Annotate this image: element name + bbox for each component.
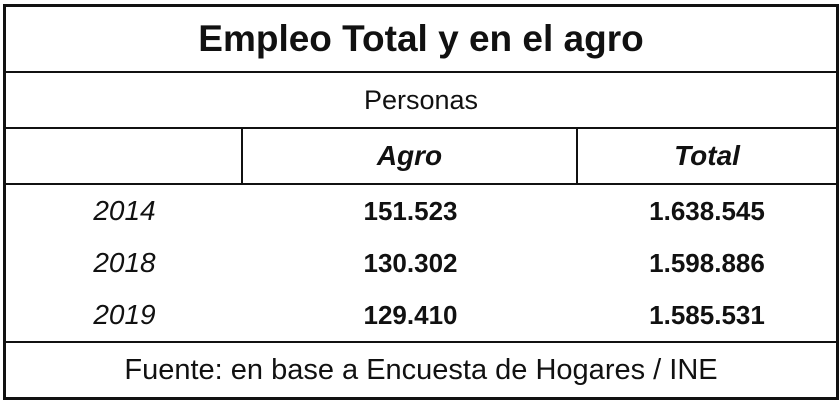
header-row: Agro Total [6,129,836,185]
value-cell: 1.638.545 [649,195,765,226]
title: Empleo Total y en el agro [6,7,836,73]
table-row: 2014 151.523 1.638.545 [6,185,836,237]
footer: Fuente: en base a Encuesta de Hogares / … [6,341,836,397]
year-cell: 2018 [93,247,156,278]
table-frame: Empleo Total y en el agro Personas Agro … [3,4,839,400]
table-row: 2018 130.302 1.598.886 [6,237,836,289]
year-cell: 2019 [93,299,156,330]
table-row: 2019 129.410 1.585.531 [6,289,836,341]
value-cell: 1.598.886 [649,247,765,278]
column-header: Total [674,140,740,171]
value-cell: 151.523 [363,195,458,226]
value-cell: 1.585.531 [649,299,765,330]
value-cell: 129.410 [363,299,458,330]
value-cell: 130.302 [363,247,458,278]
header-empty-cell [6,129,243,183]
subtitle: Personas [6,73,836,129]
column-header: Agro [243,129,578,183]
year-cell: 2014 [93,195,156,226]
